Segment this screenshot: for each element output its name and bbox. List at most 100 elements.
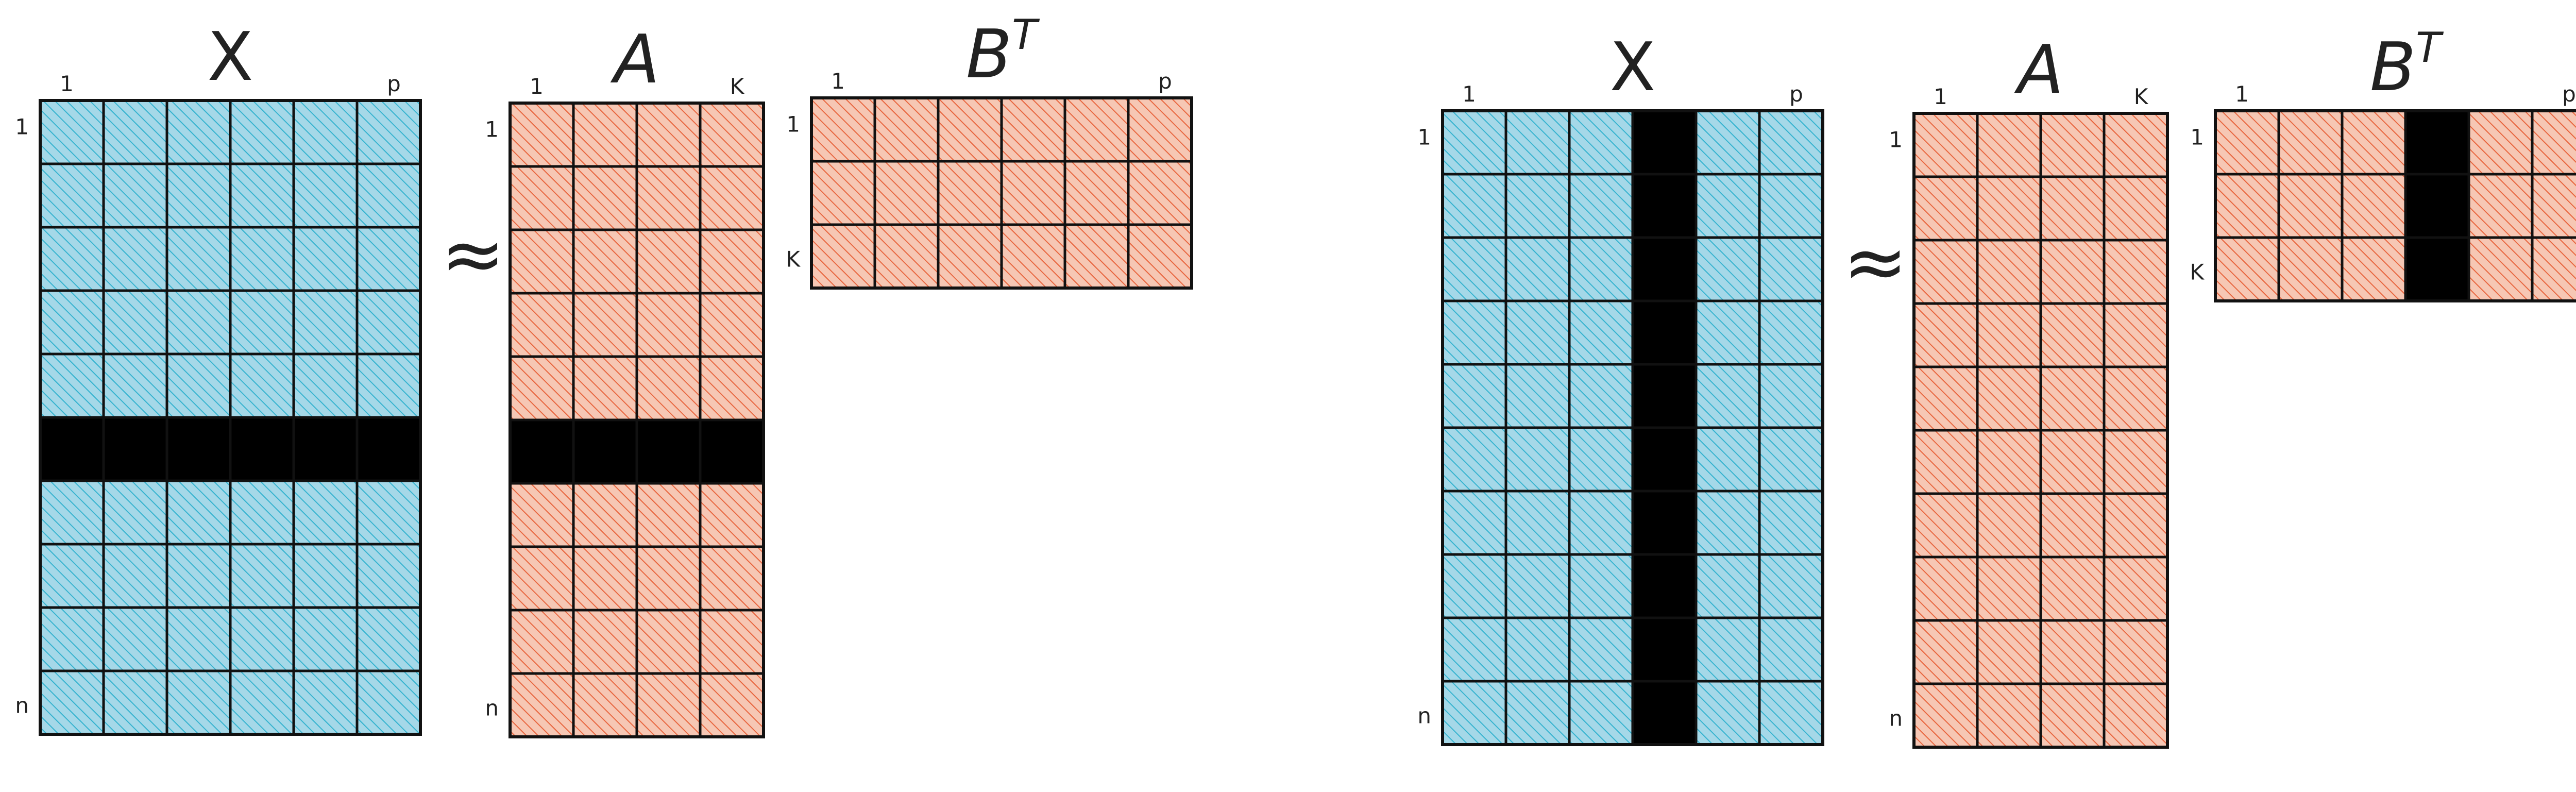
- matrix-cell: [1758, 426, 1824, 493]
- matrix-cell: [635, 228, 702, 295]
- matrix-cell: [509, 102, 575, 168]
- matrix-cell: [229, 352, 295, 419]
- matrix-cell: [572, 672, 638, 738]
- matrix-cell: [1976, 492, 2042, 559]
- row-end-label: n: [15, 693, 29, 718]
- matrix-cell: [810, 160, 876, 226]
- matrix-cell: [229, 99, 295, 165]
- matrix-cell: [292, 543, 359, 609]
- matrix-cell: [2277, 173, 2344, 239]
- matrix-cell: [1504, 299, 1571, 366]
- highlighted-cell: [2404, 236, 2470, 302]
- matrix-cell: [355, 99, 422, 165]
- matrix-cell: [2531, 236, 2576, 302]
- matrix-cell: [509, 228, 575, 295]
- highlighted-cell: [1631, 553, 1698, 619]
- matrix-cell: [1758, 236, 1824, 302]
- matrix-cell: [1441, 490, 1507, 556]
- highlighted-cell: [292, 416, 359, 482]
- matrix-cell: [39, 606, 105, 672]
- col-end-label: p: [2562, 81, 2576, 107]
- matrix-cell: [1912, 112, 1979, 178]
- matrix-cell: [1976, 555, 2042, 622]
- highlighted-cell: [355, 416, 422, 482]
- matrix-cell: [699, 228, 765, 295]
- matrix-cell: [165, 669, 232, 736]
- matrix-cell: [699, 165, 765, 231]
- matrix-name-text: A: [2014, 30, 2064, 109]
- matrix-cell: [635, 482, 702, 548]
- col-end-label: K: [730, 74, 745, 99]
- matrix-cell: [509, 292, 575, 358]
- matrix-cell: [1912, 302, 1979, 368]
- matrix-cell: [2039, 492, 2106, 559]
- matrix-cell: [165, 162, 232, 229]
- matrix-cell: [355, 606, 422, 672]
- matrix-cell: [2103, 239, 2169, 305]
- matrix-cell: [2214, 236, 2280, 302]
- matrix-cell: [1441, 680, 1507, 746]
- matrix-cell: [1758, 490, 1824, 556]
- matrix-cell: [2103, 682, 2169, 749]
- matrix-cell: [509, 482, 575, 548]
- matrix-cell: [2341, 109, 2407, 176]
- matrix-cell: [937, 96, 1003, 163]
- matrix-cell: [1504, 490, 1571, 556]
- matrix-cell: [2039, 302, 2106, 368]
- matrix-cell: [355, 543, 422, 609]
- matrix-cell: [1912, 555, 1979, 622]
- matrix-cell: [355, 226, 422, 292]
- matrix-cell: [572, 609, 638, 675]
- matrix-cell: [1976, 619, 2042, 685]
- matrix-border: [810, 96, 1193, 290]
- matrix-cell: [292, 606, 359, 672]
- panel-right: ≈ X 1 p 1 n A 1 K 1 n BT 1 p 1 K: [1417, 24, 2576, 749]
- matrix-x: X 1 p 1 n: [1417, 28, 1824, 746]
- matrix-name: X: [207, 18, 253, 96]
- matrix-cell: [1568, 109, 1634, 176]
- matrix-cell: [1976, 682, 2042, 749]
- matrix-cell: [699, 355, 765, 422]
- matrix-cell: [102, 162, 168, 229]
- row-end-label: K: [2190, 260, 2205, 285]
- matrix-cell: [699, 545, 765, 612]
- matrix-cell: [2103, 365, 2169, 432]
- matrix-cell: [1127, 160, 1193, 226]
- matrix-cell: [1568, 553, 1634, 619]
- matrix-name-text: X: [207, 18, 253, 96]
- matrix-cell: [102, 606, 168, 672]
- matrix-cell: [635, 355, 702, 422]
- matrix-cell: [509, 355, 575, 422]
- matrix-cell: [810, 96, 876, 163]
- row-end-label: K: [786, 247, 801, 272]
- matrix-cell: [1504, 173, 1571, 239]
- col-start-label: 1: [60, 71, 74, 96]
- row-end-label: n: [1417, 703, 1431, 729]
- matrix-cell: [1504, 616, 1571, 683]
- matrix-cell: [292, 352, 359, 419]
- matrix-cell: [39, 352, 105, 419]
- matrix-cell: [229, 479, 295, 546]
- matrix-cell: [229, 669, 295, 736]
- matrix-cell: [2467, 109, 2534, 176]
- matrix-cell: [572, 482, 638, 548]
- row-start-label: 1: [1417, 125, 1431, 150]
- matrix-a: A 1 K 1 n: [485, 20, 765, 738]
- col-start-label: 1: [831, 69, 845, 94]
- matrix-name: A: [2014, 30, 2064, 109]
- matrix-cell: [39, 99, 105, 165]
- matrix-cell: [810, 223, 876, 290]
- highlighted-cell: [509, 418, 575, 485]
- matrix-cell: [1441, 363, 1507, 429]
- matrix-cell: [292, 99, 359, 165]
- matrix-cell: [1568, 236, 1634, 302]
- matrix-cell: [1694, 553, 1761, 619]
- matrix-cell: [699, 482, 765, 548]
- matrix-cell: [1976, 239, 2042, 305]
- matrix-cell: [2039, 239, 2106, 305]
- matrix-cell: [2467, 236, 2534, 302]
- matrix-cell: [1504, 236, 1571, 302]
- matrix-cell: [1568, 616, 1634, 683]
- matrix-superscript: T: [1012, 11, 1040, 59]
- matrix-cell: [509, 609, 575, 675]
